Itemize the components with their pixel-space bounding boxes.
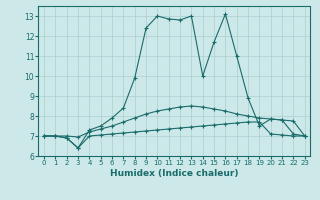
X-axis label: Humidex (Indice chaleur): Humidex (Indice chaleur) [110,169,239,178]
